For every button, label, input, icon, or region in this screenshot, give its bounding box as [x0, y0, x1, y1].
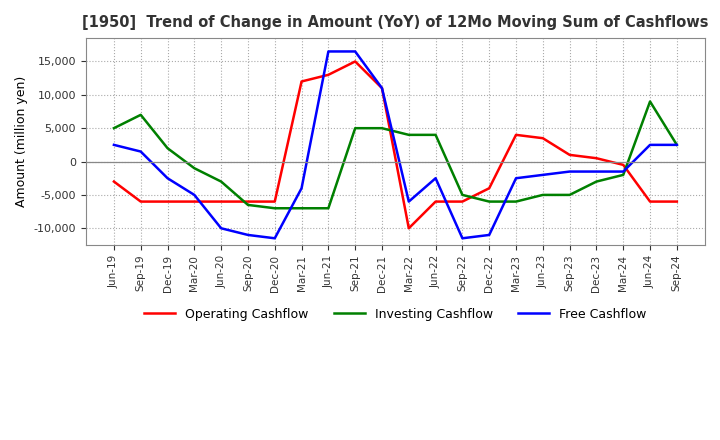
- Line: Investing Cashflow: Investing Cashflow: [114, 102, 677, 208]
- Free Cashflow: [324, 49, 333, 54]
- Investing Cashflow: [431, 132, 440, 138]
- Investing Cashflow: [271, 205, 279, 211]
- Free Cashflow: [136, 149, 145, 154]
- Operating Cashflow: [136, 199, 145, 204]
- Operating Cashflow: [351, 59, 359, 64]
- Operating Cashflow: [619, 162, 628, 168]
- Investing Cashflow: [565, 192, 574, 198]
- Free Cashflow: [539, 172, 547, 177]
- Investing Cashflow: [217, 179, 225, 184]
- Operating Cashflow: [324, 72, 333, 77]
- Free Cashflow: [485, 232, 493, 238]
- Investing Cashflow: [619, 172, 628, 177]
- Operating Cashflow: [109, 179, 118, 184]
- Free Cashflow: [619, 169, 628, 174]
- Legend: Operating Cashflow, Investing Cashflow, Free Cashflow: Operating Cashflow, Investing Cashflow, …: [139, 303, 652, 326]
- Operating Cashflow: [458, 199, 467, 204]
- Operating Cashflow: [592, 156, 600, 161]
- Operating Cashflow: [405, 226, 413, 231]
- Free Cashflow: [405, 199, 413, 204]
- Operating Cashflow: [190, 199, 199, 204]
- Operating Cashflow: [672, 199, 681, 204]
- Investing Cashflow: [672, 142, 681, 147]
- Investing Cashflow: [458, 192, 467, 198]
- Operating Cashflow: [646, 199, 654, 204]
- Free Cashflow: [190, 192, 199, 198]
- Investing Cashflow: [512, 199, 521, 204]
- Free Cashflow: [592, 169, 600, 174]
- Operating Cashflow: [297, 79, 306, 84]
- Operating Cashflow: [512, 132, 521, 138]
- Line: Free Cashflow: Free Cashflow: [114, 51, 677, 238]
- Operating Cashflow: [539, 136, 547, 141]
- Operating Cashflow: [243, 199, 252, 204]
- Free Cashflow: [163, 176, 172, 181]
- Free Cashflow: [512, 176, 521, 181]
- Investing Cashflow: [136, 112, 145, 117]
- Free Cashflow: [297, 186, 306, 191]
- Operating Cashflow: [217, 199, 225, 204]
- Investing Cashflow: [378, 125, 387, 131]
- Free Cashflow: [378, 85, 387, 91]
- Free Cashflow: [431, 176, 440, 181]
- Free Cashflow: [672, 142, 681, 147]
- Free Cashflow: [351, 49, 359, 54]
- Investing Cashflow: [646, 99, 654, 104]
- Title: [1950]  Trend of Change in Amount (YoY) of 12Mo Moving Sum of Cashflows: [1950] Trend of Change in Amount (YoY) o…: [82, 15, 708, 30]
- Free Cashflow: [109, 142, 118, 147]
- Operating Cashflow: [163, 199, 172, 204]
- Y-axis label: Amount (million yen): Amount (million yen): [15, 76, 28, 207]
- Investing Cashflow: [297, 205, 306, 211]
- Investing Cashflow: [190, 165, 199, 171]
- Free Cashflow: [271, 236, 279, 241]
- Investing Cashflow: [243, 202, 252, 208]
- Operating Cashflow: [565, 152, 574, 158]
- Free Cashflow: [217, 226, 225, 231]
- Line: Operating Cashflow: Operating Cashflow: [114, 62, 677, 228]
- Free Cashflow: [646, 142, 654, 147]
- Investing Cashflow: [485, 199, 493, 204]
- Free Cashflow: [565, 169, 574, 174]
- Operating Cashflow: [271, 199, 279, 204]
- Operating Cashflow: [485, 186, 493, 191]
- Free Cashflow: [243, 232, 252, 238]
- Investing Cashflow: [539, 192, 547, 198]
- Investing Cashflow: [109, 125, 118, 131]
- Operating Cashflow: [431, 199, 440, 204]
- Investing Cashflow: [351, 125, 359, 131]
- Investing Cashflow: [163, 146, 172, 151]
- Investing Cashflow: [405, 132, 413, 138]
- Free Cashflow: [458, 236, 467, 241]
- Operating Cashflow: [378, 85, 387, 91]
- Investing Cashflow: [592, 179, 600, 184]
- Investing Cashflow: [324, 205, 333, 211]
